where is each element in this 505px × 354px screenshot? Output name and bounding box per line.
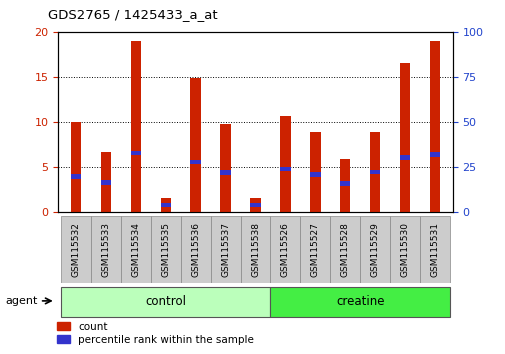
Bar (130, 150, 141, 155)
Bar (190, 160, 200, 164)
Bar (369, 170, 380, 174)
Text: GSM115526: GSM115526 (280, 222, 289, 277)
Bar (190, 78, 200, 212)
Bar (399, 63, 410, 212)
FancyBboxPatch shape (61, 287, 270, 317)
FancyBboxPatch shape (61, 216, 91, 283)
FancyBboxPatch shape (300, 216, 330, 283)
Bar (250, 203, 260, 207)
Text: GSM115537: GSM115537 (221, 222, 230, 277)
Text: GSM115528: GSM115528 (340, 222, 349, 277)
Text: GSM115531: GSM115531 (430, 222, 438, 277)
FancyBboxPatch shape (121, 216, 150, 283)
Bar (130, 41, 141, 212)
Text: GSM115527: GSM115527 (310, 222, 319, 277)
Text: GSM115533: GSM115533 (102, 222, 110, 277)
Bar (100, 152, 111, 212)
FancyBboxPatch shape (419, 216, 449, 283)
FancyBboxPatch shape (270, 216, 300, 283)
Bar (100, 180, 111, 185)
Bar (310, 132, 320, 212)
Legend: count, percentile rank within the sample: count, percentile rank within the sample (53, 317, 258, 349)
Bar (160, 203, 171, 207)
Bar (429, 41, 439, 212)
Text: GSM115529: GSM115529 (370, 222, 379, 277)
Text: control: control (145, 295, 186, 308)
FancyBboxPatch shape (270, 287, 449, 317)
FancyBboxPatch shape (330, 216, 360, 283)
Bar (280, 167, 290, 171)
FancyBboxPatch shape (240, 216, 270, 283)
Bar (280, 116, 290, 212)
Bar (339, 159, 350, 212)
Text: GSM115535: GSM115535 (161, 222, 170, 277)
Bar (71, 122, 81, 212)
FancyBboxPatch shape (360, 216, 389, 283)
Text: agent: agent (5, 296, 37, 306)
Bar (71, 174, 81, 178)
Bar (160, 198, 171, 212)
Text: GSM115530: GSM115530 (400, 222, 409, 277)
Bar (399, 155, 410, 160)
Bar (429, 152, 439, 157)
FancyBboxPatch shape (91, 216, 121, 283)
FancyBboxPatch shape (150, 216, 180, 283)
FancyBboxPatch shape (210, 216, 240, 283)
Text: creatine: creatine (335, 295, 384, 308)
Text: GSM115532: GSM115532 (72, 222, 80, 277)
Bar (220, 124, 230, 212)
Bar (339, 181, 350, 186)
FancyBboxPatch shape (389, 216, 419, 283)
Bar (369, 132, 380, 212)
Text: GDS2765 / 1425433_a_at: GDS2765 / 1425433_a_at (48, 8, 217, 21)
Bar (220, 170, 230, 175)
Bar (310, 172, 320, 177)
FancyBboxPatch shape (180, 216, 210, 283)
Bar (250, 198, 260, 212)
Text: GSM115534: GSM115534 (131, 222, 140, 277)
Text: GSM115536: GSM115536 (191, 222, 200, 277)
Text: GSM115538: GSM115538 (250, 222, 260, 277)
